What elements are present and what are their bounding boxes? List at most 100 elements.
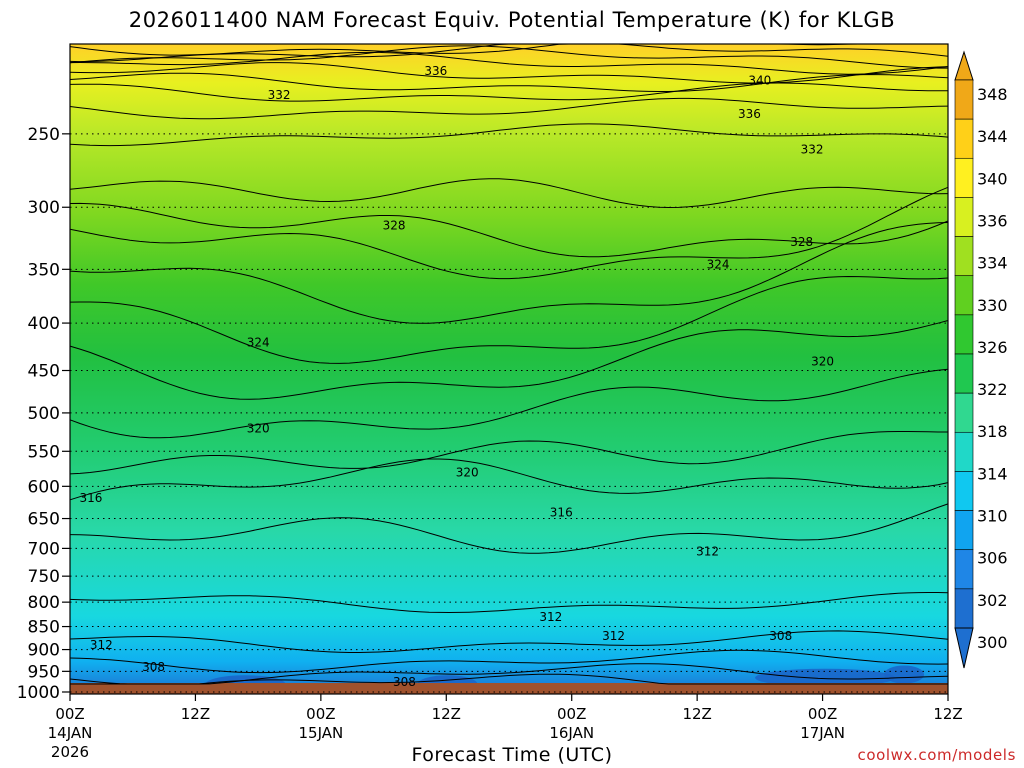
contour-label: 336 bbox=[738, 107, 761, 121]
x-axis-label: Forecast Time (UTC) bbox=[411, 744, 613, 766]
contour-label: 312 bbox=[602, 629, 625, 643]
contour-line bbox=[69, 458, 949, 501]
contour-line bbox=[69, 186, 949, 280]
colorbar-segment bbox=[954, 549, 974, 590]
colorbar-segment bbox=[954, 588, 974, 629]
y-tick-label: 900 bbox=[28, 641, 60, 661]
y-tick-label: 800 bbox=[28, 593, 60, 613]
contour-line bbox=[69, 51, 949, 75]
x-tick-label: 2026 bbox=[51, 743, 89, 761]
colorbar-segment bbox=[954, 314, 974, 355]
contour-label: 312 bbox=[696, 544, 719, 558]
x-tick-label: 00Z bbox=[557, 705, 586, 723]
colorbar-tick-label: 314 bbox=[977, 464, 1008, 483]
contour-line bbox=[69, 663, 949, 685]
contour-line bbox=[69, 82, 948, 102]
contour-line bbox=[69, 43, 949, 63]
contour-line bbox=[69, 275, 949, 364]
x-tick-label: 00Z bbox=[808, 705, 837, 723]
colorbar-tick-label: 306 bbox=[977, 549, 1008, 568]
contour-line bbox=[69, 62, 949, 84]
contour-label: 328 bbox=[790, 235, 813, 249]
contour-line bbox=[70, 673, 948, 685]
colorbar-segment bbox=[954, 471, 974, 511]
colorbar-segment bbox=[954, 510, 974, 551]
pressure-gridlines bbox=[70, 133, 948, 693]
ground-strip bbox=[70, 683, 948, 694]
y-tick-label: 650 bbox=[28, 510, 60, 530]
contour-line bbox=[69, 178, 949, 209]
cool-pocket bbox=[884, 665, 925, 684]
colorbar-segment bbox=[954, 392, 974, 433]
contour-label: 316 bbox=[550, 505, 573, 519]
colorbar-tick-label: 302 bbox=[977, 591, 1008, 610]
colorbar-tick-label: 344 bbox=[977, 127, 1008, 146]
y-tick-label: 550 bbox=[28, 442, 60, 462]
colorbar-tick-label: 336 bbox=[977, 211, 1008, 230]
y-tick-label: 400 bbox=[28, 314, 60, 334]
y-tick-label: 350 bbox=[28, 260, 60, 280]
contour-line bbox=[69, 503, 949, 554]
contour-label: 324 bbox=[707, 258, 730, 272]
y-tick-label: 1000 bbox=[17, 683, 60, 703]
theta-e-field bbox=[70, 44, 948, 694]
contour-label: 320 bbox=[247, 422, 270, 436]
x-tick-label: 12Z bbox=[181, 705, 210, 723]
contour-label: 328 bbox=[383, 219, 406, 233]
contour-label: 340 bbox=[748, 74, 771, 88]
x-tick-label: 16JAN bbox=[549, 724, 594, 742]
colorbar-segment bbox=[954, 79, 974, 120]
contour-label: 324 bbox=[247, 336, 270, 350]
contour-line bbox=[69, 320, 949, 400]
y-tick-label: 750 bbox=[28, 567, 60, 587]
colorbar-segment bbox=[954, 157, 974, 198]
x-tick-label: 12Z bbox=[432, 705, 461, 723]
contour-line bbox=[69, 202, 949, 258]
colorbar-tick-label: 318 bbox=[977, 422, 1008, 441]
contour-label: 320 bbox=[456, 466, 479, 480]
contour-label: 312 bbox=[90, 638, 113, 652]
contour-line bbox=[69, 222, 949, 324]
x-tick-label: 15JAN bbox=[298, 724, 343, 742]
contour-label: 320 bbox=[811, 354, 834, 368]
contour-label: 308 bbox=[393, 675, 416, 689]
contour-line bbox=[69, 592, 949, 614]
colorbar-tick-label: 322 bbox=[977, 380, 1008, 399]
colorbar-segment bbox=[954, 353, 974, 394]
colorbar-min-arrow bbox=[954, 627, 974, 669]
colorbar-segment bbox=[954, 197, 974, 237]
contour-label: 308 bbox=[142, 660, 165, 674]
contour-line bbox=[69, 97, 949, 120]
contour-labels: 336 332 340 336 332 328 328 324 324 320 320 320 316 3… bbox=[79, 64, 834, 689]
x-tick-label: 12Z bbox=[682, 705, 711, 723]
colorbar-max-arrow bbox=[954, 50, 974, 81]
y-tick-label: 700 bbox=[28, 539, 60, 559]
chart-title: 2026011400 NAM Forecast Equiv. Potential… bbox=[128, 8, 896, 32]
y-tick-label: 850 bbox=[28, 618, 60, 638]
colorbar-tick-label: 326 bbox=[977, 338, 1008, 357]
colorbar-segment bbox=[954, 431, 974, 472]
colorbar-tick-label: 334 bbox=[977, 254, 1008, 273]
colorbar-segment bbox=[954, 236, 974, 277]
credit-link[interactable]: coolwx.com/models bbox=[857, 746, 1016, 764]
colorbar-tick-label: 340 bbox=[977, 169, 1008, 188]
colorbar-tick-label: 330 bbox=[977, 296, 1008, 315]
y-tick-label: 600 bbox=[28, 477, 60, 497]
y-tick-label: 500 bbox=[28, 404, 60, 424]
contour-line bbox=[69, 123, 949, 147]
x-tick-label: 00Z bbox=[55, 705, 84, 723]
y-tick-label: 450 bbox=[28, 361, 60, 381]
contour-line bbox=[69, 431, 948, 475]
cool-pocket bbox=[755, 668, 896, 687]
contour-label: 316 bbox=[79, 491, 102, 505]
colorbar: 348 344 340 336 334 330 326 322 318 314 310 306 302 3… bbox=[954, 50, 1008, 669]
colorbar-segment bbox=[954, 118, 974, 159]
colorbar-segment bbox=[954, 275, 974, 316]
contour-line bbox=[69, 368, 949, 439]
y-tick-label: 250 bbox=[28, 125, 60, 145]
colorbar-tick-label: 348 bbox=[977, 85, 1008, 104]
contour-label: 312 bbox=[539, 610, 562, 624]
x-tick-label: 12Z bbox=[933, 705, 962, 723]
